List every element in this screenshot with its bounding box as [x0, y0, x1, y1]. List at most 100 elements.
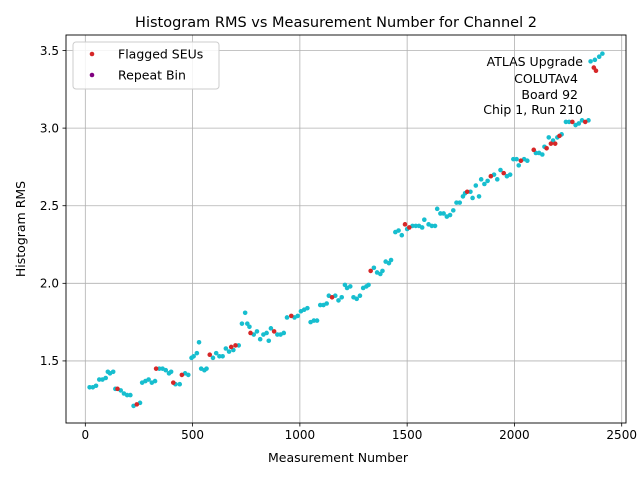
flagged-seu-point [233, 343, 238, 348]
measurement-point [357, 293, 363, 299]
measurement-point [220, 353, 225, 359]
measurement-point [264, 330, 269, 336]
flagged-seu-point [248, 330, 253, 336]
measurement-point [482, 181, 487, 187]
measurement-point [295, 313, 301, 319]
x-tick-label: 2000 [499, 428, 530, 442]
flagged-seu-point [329, 294, 335, 300]
measurement-point [485, 178, 490, 184]
measurement-point [236, 343, 242, 348]
chart-title: Histogram RMS vs Measurement Number for … [135, 15, 537, 31]
measurement-point [588, 59, 593, 64]
measurement-point [507, 172, 513, 177]
measurement-point [254, 329, 260, 334]
flagged-seu-point [488, 173, 494, 179]
measurement-point [110, 369, 116, 375]
flagged-seu-point [134, 402, 140, 407]
legend-marker-flagged-seus [89, 51, 95, 57]
measurement-point [223, 346, 229, 351]
legend-label-repeat-bin: Repeat Bin [118, 68, 186, 83]
measurement-point [592, 57, 598, 63]
measurement-point [336, 298, 341, 303]
measurement-point [157, 366, 162, 371]
y-tick-label: 2.5 [40, 199, 59, 213]
measurement-point [268, 326, 274, 331]
measurement-point [468, 189, 473, 195]
flagged-seu-point [544, 145, 549, 151]
flagged-seu-point [406, 225, 412, 230]
legend-label-flagged-seus: Flagged SEUs [118, 47, 203, 62]
measurement-point [399, 232, 405, 238]
measurement-point [275, 332, 280, 337]
measurement-point [413, 223, 419, 229]
measurement-point [314, 318, 320, 323]
x-tick-label: 1500 [392, 428, 423, 442]
measurement-point [196, 339, 202, 345]
measurement-point [566, 119, 572, 125]
measurement-point [600, 51, 605, 56]
measurement-point [146, 377, 151, 382]
flagged-seu-point [402, 222, 408, 227]
measurement-point [546, 135, 552, 140]
flagged-seu-point [552, 141, 558, 146]
legend-box [72, 41, 220, 90]
measurement-point [226, 349, 232, 354]
x-tick-label: 0 [81, 428, 89, 442]
measurement-point [447, 212, 453, 218]
measurement-point [185, 372, 191, 378]
flagged-seu-point [368, 268, 373, 274]
flagged-seu-point [271, 329, 277, 334]
measurement-point [473, 183, 479, 188]
chart-annotation: ATLAS Upgrade COLUTAv4 Board 92 Chip 1, … [483, 54, 583, 117]
x-tick-label: 2500 [606, 428, 637, 442]
measurement-point [354, 296, 360, 302]
measurement-point [450, 208, 456, 213]
y-tick-label: 3.5 [40, 44, 59, 58]
measurement-point [525, 158, 530, 164]
flagged-seu-point [228, 344, 234, 350]
measurement-point [204, 366, 209, 371]
measurement-point [457, 200, 463, 205]
measurement-point [177, 381, 183, 387]
measurement-point [596, 54, 602, 60]
annotation-line-4: Chip 1, Run 210 [483, 102, 583, 117]
legend-marker-repeat-bin [89, 72, 95, 78]
flagged-seu-point [170, 380, 176, 385]
measurement-point [257, 336, 263, 342]
measurement-point [247, 324, 252, 330]
measurement-point [163, 367, 169, 373]
annotation-line-1: ATLAS Upgrade [487, 54, 584, 69]
measurement-point [366, 282, 371, 288]
plot-area-frame [65, 34, 627, 424]
flagged-seu-point [557, 133, 562, 139]
measurement-point [470, 195, 475, 201]
measurement-point [514, 156, 519, 162]
measurement-point [305, 305, 310, 311]
measurement-point [476, 194, 482, 199]
flagged-seu-point [531, 147, 537, 153]
measurement-point [454, 200, 459, 205]
measurement-point [191, 353, 196, 359]
x-axis-label: Measurement Number [268, 450, 409, 465]
measurement-point [128, 392, 133, 398]
measurement-point [516, 163, 522, 168]
flagged-seu-point [288, 313, 294, 319]
flagged-seu-point [518, 158, 524, 164]
measurement-point [96, 377, 102, 382]
measurement-point [429, 223, 435, 229]
data-points [87, 51, 605, 409]
measurement-point [371, 265, 377, 271]
measurement-point [494, 177, 500, 182]
measurement-point [441, 211, 446, 216]
y-tick-label: 3.0 [40, 121, 59, 135]
y-axis-label: Histogram RMS [13, 181, 28, 277]
axis-ticks: 0 500 1000 1500 2000 2500 1.5 2.0 2.5 3.0 3.5 [40, 44, 637, 442]
measurement-point [498, 167, 503, 173]
flagged-seu-point [548, 141, 554, 146]
measurement-point [124, 392, 130, 398]
measurement-point [396, 228, 401, 233]
measurement-point [388, 257, 394, 263]
y-tick-label: 1.5 [40, 354, 59, 368]
measurement-point [347, 284, 353, 289]
measurement-point [317, 302, 323, 308]
